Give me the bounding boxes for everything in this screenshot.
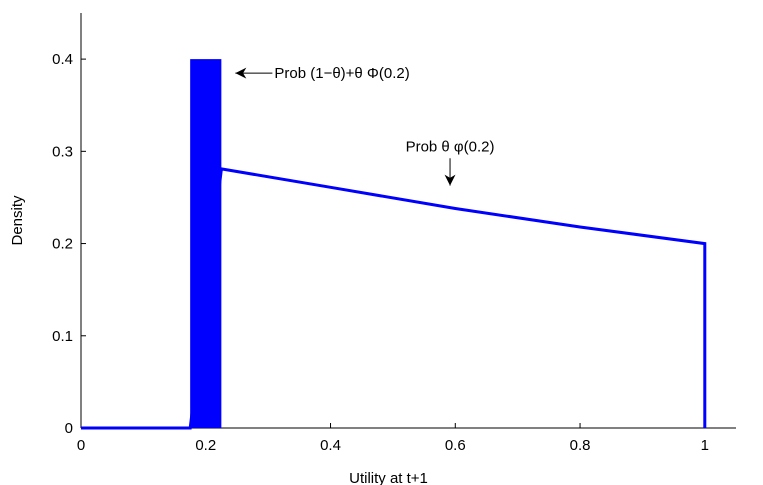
- x-tick-label: 0.2: [195, 437, 216, 454]
- mass-point-bar: [190, 59, 222, 428]
- y-tick-label: 0.1: [52, 328, 73, 345]
- annotation-label: Prob θ φ(0.2): [406, 138, 495, 155]
- x-tick-label: 0.6: [445, 437, 466, 454]
- x-tick-label: 0.8: [570, 437, 591, 454]
- density-line: [81, 167, 707, 430]
- y-tick-label: 0.3: [52, 143, 73, 160]
- x-axis-label: Utility at t+1: [349, 470, 428, 485]
- y-axis-label: Density: [9, 195, 26, 246]
- y-tick-label: 0.4: [52, 51, 73, 68]
- x-tick-label: 0.4: [320, 437, 341, 454]
- y-tick-label: 0: [65, 420, 73, 437]
- annotation-label: Prob (1−θ)+θ Φ(0.2): [274, 65, 409, 82]
- y-tick-label: 0.2: [52, 236, 73, 253]
- x-tick-label: 0: [77, 437, 85, 454]
- x-tick-label: 1: [701, 437, 709, 454]
